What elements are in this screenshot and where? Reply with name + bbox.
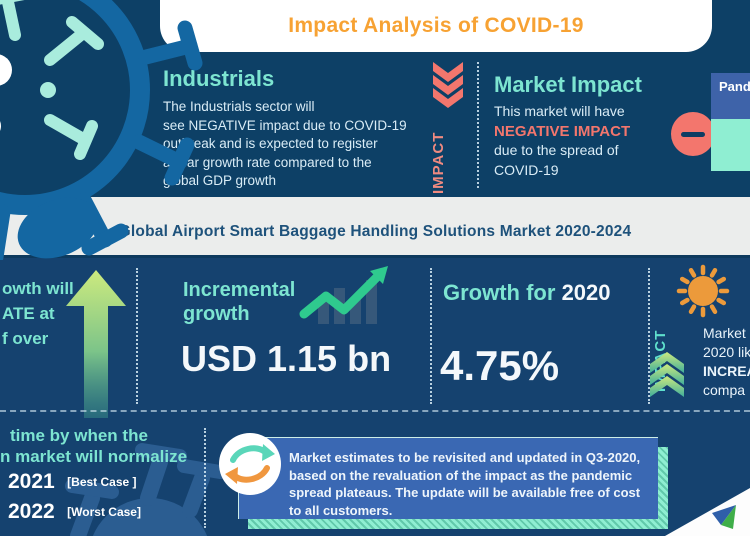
market-impact-highlight: NEGATIVE IMPACT bbox=[494, 122, 631, 140]
right-impact-line: Market bbox=[703, 325, 746, 341]
page-title: Impact Analysis of COVID-19 bbox=[288, 14, 584, 37]
refresh-icon bbox=[219, 433, 281, 495]
worst-case-year: 2022 bbox=[8, 500, 55, 523]
incremental-growth-value: USD 1.15 bn bbox=[181, 338, 392, 379]
right-impact-line: 2020 like bbox=[703, 344, 750, 360]
market-title: Global Airport Smart Baggage Handling So… bbox=[118, 223, 632, 240]
pandemic-panel-mint-box bbox=[711, 119, 750, 171]
market-impact-line: due to the spread of bbox=[494, 142, 619, 158]
note-line: to all customers. bbox=[289, 502, 393, 518]
best-case-year: 2021 bbox=[8, 470, 55, 493]
incremental-growth-title: Incremental growth bbox=[183, 278, 295, 326]
header-banner: Impact Analysis of COVID-19 bbox=[160, 0, 712, 52]
industrials-body-line: global GDP growth bbox=[163, 173, 277, 188]
right-impact-line: compa bbox=[703, 382, 746, 398]
prohibition-icon bbox=[671, 112, 715, 156]
left-stat-line: f over bbox=[2, 329, 49, 348]
industrials-title: Industrials bbox=[163, 66, 275, 91]
divider-dotted-3 bbox=[648, 268, 650, 404]
market-impact-line: COVID-19 bbox=[494, 161, 559, 178]
note-line: based on the revaluation of the impact a… bbox=[289, 467, 633, 483]
industrials-body-line: see NEGATIVE impact due to COVID-19 bbox=[163, 117, 407, 133]
minus-bar bbox=[681, 131, 705, 137]
incremental-title-line: growth bbox=[183, 303, 250, 325]
market-impact-title: Market Impact bbox=[494, 72, 642, 97]
right-impact-text: Market 2020 like INCREA compa bbox=[703, 324, 750, 400]
virus-icon bbox=[0, 0, 203, 260]
note-line: Market estimates to be revisited and upd… bbox=[289, 450, 641, 465]
normalize-line-2: n market will normalize bbox=[0, 447, 188, 466]
worst-case-label: [Worst Case] bbox=[67, 505, 141, 519]
left-stat-text: owth will ATE at f over bbox=[2, 276, 74, 351]
logo-icon bbox=[712, 505, 736, 529]
best-case-row: 2021 [Best Case ] bbox=[8, 470, 137, 494]
left-stat-line: ATE at bbox=[2, 304, 55, 323]
left-stat-line: owth will bbox=[2, 279, 74, 298]
incremental-title-line: Incremental bbox=[183, 279, 296, 301]
industrials-body-line: outbreak and is expected to register bbox=[163, 136, 378, 151]
virus-silhouette-icon bbox=[65, 443, 227, 536]
growth-2020-value: 4.75% bbox=[440, 342, 560, 389]
pandemic-panel-label: Pandemic bbox=[711, 73, 750, 119]
industrials-body-line: The Industrials sector will bbox=[163, 99, 315, 114]
industrials-impact-label: IMPACT bbox=[430, 131, 447, 194]
worst-case-row: 2022 [Worst Case] bbox=[8, 500, 141, 524]
divider-dotted-1 bbox=[136, 268, 138, 404]
divider-dotted-top bbox=[477, 62, 479, 188]
market-impact-line: This market will have bbox=[494, 103, 625, 119]
sun-virus-icon bbox=[676, 264, 730, 318]
divider-dotted-bottom bbox=[204, 428, 206, 528]
impact-down-icon bbox=[433, 62, 463, 108]
trend-up-icon bbox=[299, 266, 388, 324]
pandemic-panel: Pandemic bbox=[711, 73, 750, 171]
growth-2020-title: Growth for 2020 bbox=[443, 280, 611, 306]
divider-dashed-horizontal bbox=[0, 410, 750, 412]
industrials-body: The Industrials sector will see NEGATIVE… bbox=[163, 98, 407, 191]
growth-label: Growth for bbox=[443, 280, 556, 305]
note-line: spread plateaus. The update will be avai… bbox=[289, 485, 641, 500]
normalize-line-1: time by when the bbox=[10, 426, 148, 445]
update-note: Market estimates to be revisited and upd… bbox=[238, 437, 658, 519]
divider-dotted-2 bbox=[430, 268, 432, 404]
best-case-label: [Best Case ] bbox=[67, 475, 137, 489]
industrials-body-line: at Par growth rate compared to the bbox=[163, 154, 372, 170]
right-impact-line-bold: INCREA bbox=[703, 363, 750, 379]
growth-arrow-icon bbox=[66, 270, 126, 418]
market-impact-body: This market will have NEGATIVE IMPACT du… bbox=[494, 102, 630, 180]
corner-ribbon bbox=[665, 488, 750, 536]
impact-up-icon bbox=[650, 352, 684, 397]
growth-year: 2020 bbox=[561, 280, 611, 305]
